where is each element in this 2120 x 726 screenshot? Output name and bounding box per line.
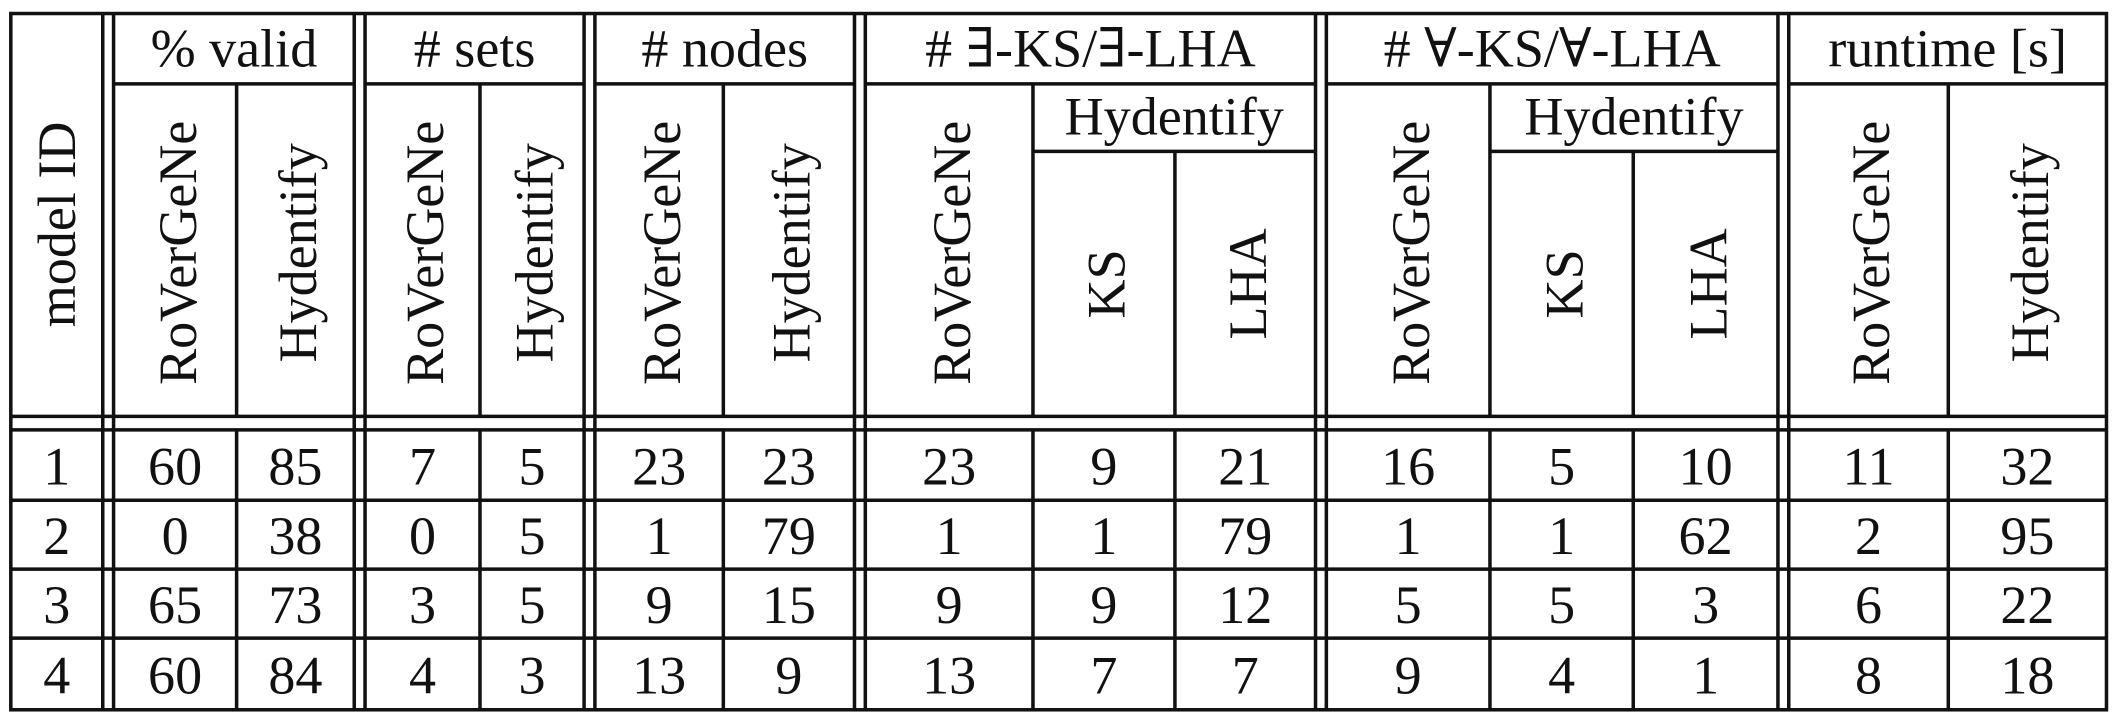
cell: 7: [1090, 645, 1117, 705]
cell: 13: [922, 645, 976, 705]
column-header: RoVerGeNe: [148, 121, 208, 385]
cell: 7: [409, 436, 436, 496]
cell: 60: [148, 645, 202, 705]
group-header: # sets: [414, 19, 536, 79]
cell: 1: [1548, 506, 1575, 566]
subgroup-header: Hydentify: [1524, 86, 1743, 146]
cell: 3: [519, 645, 546, 705]
cell: 11: [1842, 436, 1894, 496]
cell: 9: [775, 645, 802, 705]
cell: 23: [632, 436, 686, 496]
cell: 5: [1395, 575, 1422, 635]
cell: 4: [1548, 645, 1575, 705]
row-id: 4: [43, 645, 70, 705]
column-header: KS: [1077, 249, 1137, 318]
cell: 9: [1395, 645, 1422, 705]
cell: 5: [1548, 436, 1575, 496]
column-header: Hydentify: [2000, 143, 2060, 362]
cell: 6: [1855, 575, 1882, 635]
subgroup-header: Hydentify: [1065, 86, 1284, 146]
column-header: Hydentify: [505, 143, 565, 362]
column-header: LHA: [1678, 228, 1738, 339]
column-header: LHA: [1218, 228, 1278, 339]
cell: 13: [632, 645, 686, 705]
cell: 38: [268, 506, 322, 566]
group-header: # ∀-KS/∀-LHA: [1384, 19, 1721, 79]
cell: 15: [762, 575, 816, 635]
group-header: # ∃-KS/∃-LHA: [925, 19, 1255, 79]
cell: 32: [2000, 436, 2054, 496]
row-id: 3: [43, 575, 70, 635]
cell: 9: [646, 575, 673, 635]
cell: 1: [646, 506, 673, 566]
cell: 84: [268, 645, 322, 705]
column-header: RoVerGeNe: [395, 121, 455, 385]
cell: 1: [936, 506, 963, 566]
group-header: # nodes: [641, 19, 808, 79]
cell: 1: [1395, 506, 1422, 566]
column-header: Hydentify: [268, 143, 328, 362]
cell: 4: [409, 645, 436, 705]
cell: 1: [1692, 645, 1719, 705]
cell: 79: [1218, 506, 1272, 566]
group-header: % valid: [151, 19, 318, 79]
cell: 73: [268, 575, 322, 635]
cell: 5: [519, 436, 546, 496]
cell: 21: [1218, 436, 1272, 496]
cell: 9: [1090, 575, 1117, 635]
cell: 12: [1218, 575, 1272, 635]
column-header: RoVerGeNe: [1841, 121, 1901, 385]
cell: 65: [148, 575, 202, 635]
cell: 23: [762, 436, 816, 496]
cell: 3: [1692, 575, 1719, 635]
cell: 10: [1679, 436, 1733, 496]
cell: 5: [1548, 575, 1575, 635]
cell: 3: [409, 575, 436, 635]
cell: 2: [1855, 506, 1882, 566]
row-id: 1: [43, 436, 70, 496]
row-id: 2: [43, 506, 70, 566]
cell: 16: [1381, 436, 1435, 496]
cell: 5: [519, 506, 546, 566]
cell: 0: [409, 506, 436, 566]
cell: 85: [268, 436, 322, 496]
column-header: RoVerGeNe: [1381, 121, 1441, 385]
column-header: RoVerGeNe: [922, 121, 982, 385]
cell: 9: [936, 575, 963, 635]
column-header: RoVerGeNe: [632, 121, 692, 385]
row-header: model ID: [27, 122, 87, 328]
table-border: [9, 11, 2109, 712]
cell: 23: [922, 436, 976, 496]
column-header: Hydentify: [762, 143, 822, 362]
cell: 62: [1679, 506, 1733, 566]
cell: 0: [162, 506, 189, 566]
cell: 95: [2000, 506, 2054, 566]
cell: 7: [1232, 645, 1259, 705]
cell: 79: [762, 506, 816, 566]
cell: 8: [1855, 645, 1882, 705]
group-header: runtime [s]: [1828, 19, 2067, 79]
cell: 18: [2000, 645, 2054, 705]
cell: 22: [2000, 575, 2054, 635]
column-header: KS: [1534, 249, 1594, 318]
cell: 1: [1090, 506, 1117, 566]
cell: 9: [1090, 436, 1117, 496]
cell: 60: [148, 436, 202, 496]
cell: 5: [519, 575, 546, 635]
